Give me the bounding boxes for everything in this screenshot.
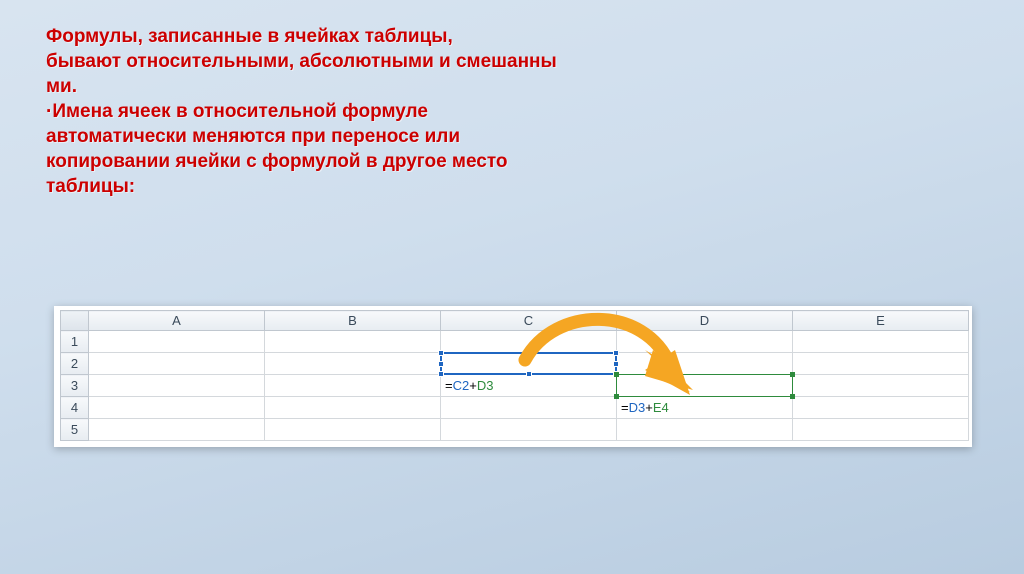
cell-D3[interactable]: [617, 375, 793, 397]
title-line: бывают относительными, абсолютными и сме…: [46, 49, 636, 74]
formula-display-c3: =C2+D3: [441, 375, 616, 396]
cell-D4[interactable]: =D3+E4: [617, 397, 793, 419]
cell-B4[interactable]: [265, 397, 441, 419]
formula-ref: E4: [653, 400, 669, 415]
formula-ref: D3: [477, 378, 494, 393]
title-line: ми.: [46, 74, 636, 99]
col-header-B[interactable]: B: [265, 311, 441, 331]
col-header-D[interactable]: D: [617, 311, 793, 331]
cell-B2[interactable]: [265, 353, 441, 375]
formula-equals: =: [445, 378, 453, 393]
cell-B1[interactable]: [265, 331, 441, 353]
selection-box-source: [440, 352, 617, 375]
col-header-E[interactable]: E: [793, 311, 969, 331]
formula-plus: +: [469, 378, 477, 393]
cell-B3[interactable]: [265, 375, 441, 397]
row-header-1[interactable]: 1: [61, 331, 89, 353]
row-header-2[interactable]: 2: [61, 353, 89, 375]
cell-D2[interactable]: [617, 353, 793, 375]
cell-A3[interactable]: [89, 375, 265, 397]
formula-ref: C2: [453, 378, 470, 393]
row-header-5[interactable]: 5: [61, 419, 89, 441]
col-header-C[interactable]: C: [441, 311, 617, 331]
row-header-4[interactable]: 4: [61, 397, 89, 419]
title-line: ·Имена ячеек в относительной формуле: [46, 99, 636, 124]
cell-E5[interactable]: [793, 419, 969, 441]
cell-C3[interactable]: =C2+D3: [441, 375, 617, 397]
cell-A4[interactable]: [89, 397, 265, 419]
cell-E2[interactable]: [793, 353, 969, 375]
formula-display-d4: =D3+E4: [617, 397, 792, 418]
cell-C2[interactable]: [441, 353, 617, 375]
cell-D5[interactable]: [617, 419, 793, 441]
cell-B5[interactable]: [265, 419, 441, 441]
cell-C1[interactable]: [441, 331, 617, 353]
formula-plus: +: [645, 400, 653, 415]
cell-E3[interactable]: [793, 375, 969, 397]
title-line: копировании ячейки с формулой в другое м…: [46, 149, 636, 174]
title-line: автоматически меняются при переносе или: [46, 124, 636, 149]
cell-A1[interactable]: [89, 331, 265, 353]
cell-C5[interactable]: [441, 419, 617, 441]
cell-D1[interactable]: [617, 331, 793, 353]
title-line: таблицы:: [46, 174, 636, 199]
cell-A5[interactable]: [89, 419, 265, 441]
title-line: Формулы, записанные в ячейках таблицы,: [46, 24, 636, 49]
cell-C4[interactable]: [441, 397, 617, 419]
cell-A2[interactable]: [89, 353, 265, 375]
spreadsheet[interactable]: A B C D E 1 2: [60, 310, 969, 441]
title-block: Формулы, записанные в ячейках таблицы, б…: [46, 24, 636, 200]
formula-ref: D3: [629, 400, 646, 415]
cell-E1[interactable]: [793, 331, 969, 353]
selection-box-target: [616, 374, 793, 397]
col-header-A[interactable]: A: [89, 311, 265, 331]
formula-equals: =: [621, 400, 629, 415]
row-header-3[interactable]: 3: [61, 375, 89, 397]
cell-E4[interactable]: [793, 397, 969, 419]
spreadsheet-panel: A B C D E 1 2: [54, 306, 972, 447]
select-all-corner[interactable]: [61, 311, 89, 331]
